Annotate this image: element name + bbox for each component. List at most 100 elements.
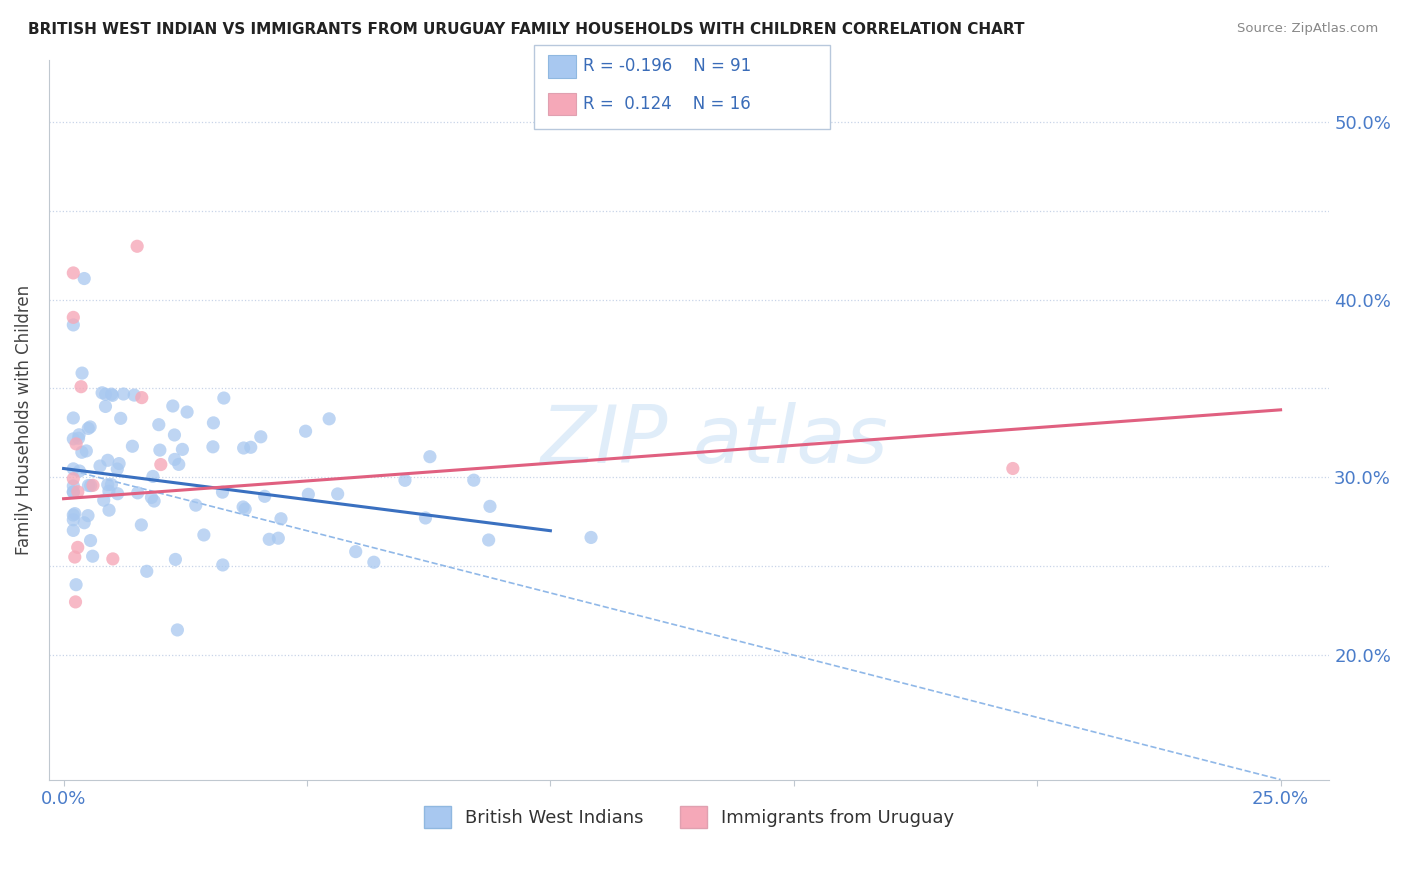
Point <box>257 533 280 547</box>
Point <box>62 310 84 325</box>
Point <box>167 458 190 472</box>
Point <box>141 491 163 505</box>
Point <box>478 500 501 514</box>
Point <box>267 531 290 545</box>
Point <box>143 494 166 508</box>
Point <box>94 387 117 401</box>
Point <box>100 387 122 401</box>
Point <box>66 484 89 499</box>
Point <box>79 478 101 492</box>
Point <box>77 421 100 435</box>
Point <box>478 533 501 547</box>
Point <box>77 508 100 523</box>
Point <box>62 432 84 446</box>
Point <box>415 511 437 525</box>
Point <box>232 441 254 455</box>
Point <box>107 487 129 501</box>
Point <box>105 462 128 476</box>
Point <box>172 442 194 457</box>
Point <box>63 507 86 521</box>
Point <box>79 533 101 548</box>
Point <box>463 473 485 487</box>
Point <box>89 458 111 473</box>
Point <box>249 430 271 444</box>
Point <box>131 391 153 405</box>
Point <box>108 457 131 471</box>
Point <box>67 427 90 442</box>
Point <box>419 450 441 464</box>
Point <box>363 555 385 569</box>
Point <box>166 623 188 637</box>
Point <box>162 399 184 413</box>
Point <box>122 388 145 402</box>
Point <box>66 541 89 555</box>
Point <box>131 517 153 532</box>
Point <box>184 498 207 512</box>
Point <box>67 464 90 478</box>
Point <box>70 366 93 380</box>
Point <box>193 528 215 542</box>
Point <box>62 472 84 486</box>
Y-axis label: Family Households with Children: Family Households with Children <box>15 285 32 555</box>
Point <box>67 431 90 445</box>
Text: Source: ZipAtlas.com: Source: ZipAtlas.com <box>1237 22 1378 36</box>
Point <box>211 485 233 500</box>
Point <box>62 479 84 493</box>
Point <box>62 484 84 499</box>
Point <box>101 552 124 566</box>
Point <box>77 478 100 492</box>
Text: R =  0.124    N = 16: R = 0.124 N = 16 <box>583 95 751 113</box>
Point <box>70 445 93 459</box>
Point <box>62 411 84 425</box>
Point <box>62 524 84 538</box>
Point <box>82 478 104 492</box>
Point <box>135 564 157 578</box>
Point <box>101 388 124 402</box>
Point <box>121 439 143 453</box>
Point <box>149 443 172 458</box>
Point <box>112 387 135 401</box>
Point <box>63 549 86 564</box>
Text: R = -0.196    N = 91: R = -0.196 N = 91 <box>583 57 752 76</box>
Point <box>270 512 292 526</box>
Point <box>127 486 149 500</box>
Point <box>326 487 349 501</box>
Point <box>253 489 276 503</box>
Point <box>344 544 367 558</box>
Point <box>82 549 104 564</box>
Point <box>148 417 170 432</box>
Point <box>73 271 96 285</box>
Point <box>202 416 225 430</box>
Point <box>91 385 114 400</box>
Point <box>65 577 87 591</box>
Point <box>98 503 121 517</box>
Point <box>163 452 186 467</box>
Point <box>211 558 233 572</box>
Point <box>394 473 416 487</box>
Point <box>94 400 117 414</box>
Point <box>318 412 340 426</box>
Point <box>201 440 224 454</box>
Point <box>294 424 316 438</box>
Point <box>149 458 172 472</box>
Point <box>97 477 120 491</box>
Point <box>232 500 254 514</box>
Point <box>65 437 87 451</box>
Point <box>62 462 84 476</box>
Point <box>239 440 262 454</box>
Point <box>142 469 165 483</box>
Text: ZIP atlas: ZIP atlas <box>541 402 889 480</box>
Point <box>97 484 120 499</box>
Point <box>1001 461 1024 475</box>
Point <box>62 266 84 280</box>
Point <box>62 513 84 527</box>
Point <box>110 411 132 425</box>
Point <box>62 318 84 332</box>
Point <box>65 595 87 609</box>
Text: BRITISH WEST INDIAN VS IMMIGRANTS FROM URUGUAY FAMILY HOUSEHOLDS WITH CHILDREN C: BRITISH WEST INDIAN VS IMMIGRANTS FROM U… <box>28 22 1025 37</box>
Point <box>62 485 84 500</box>
Point <box>100 477 122 491</box>
Point <box>79 420 101 434</box>
Point <box>73 516 96 530</box>
Point <box>127 239 149 253</box>
